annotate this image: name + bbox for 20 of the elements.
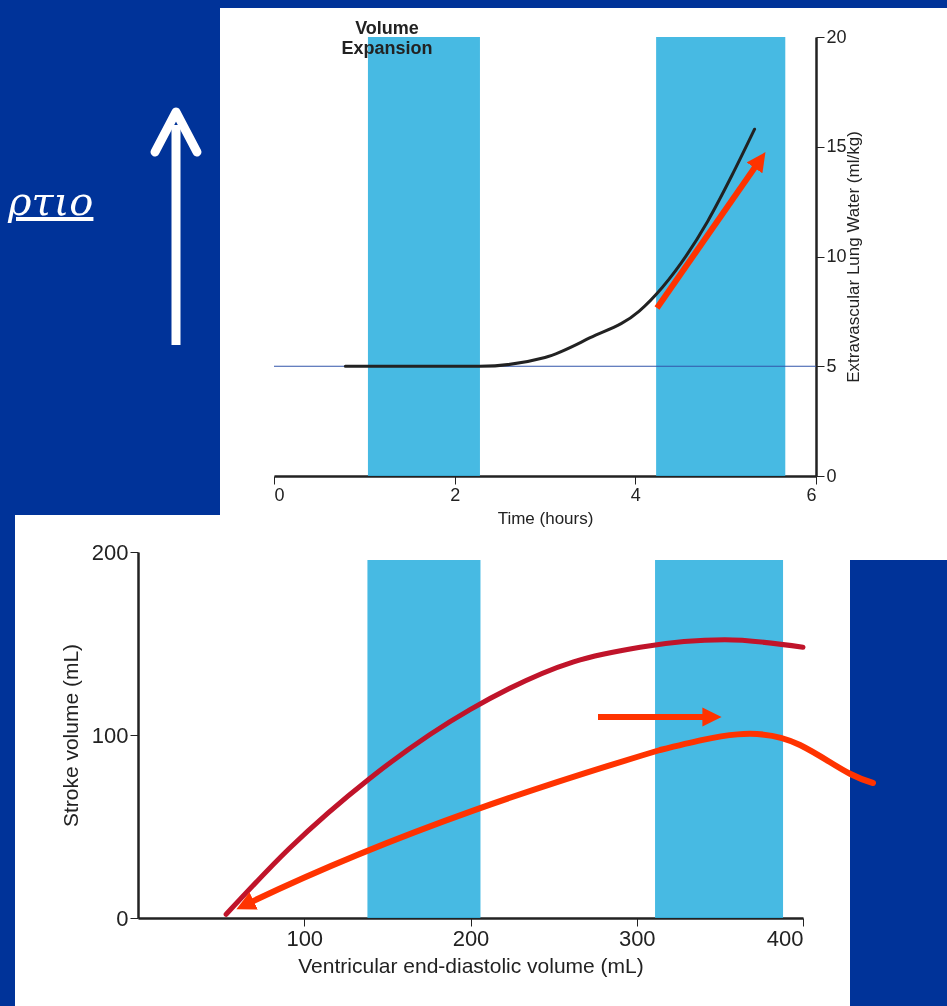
y-tick-label: 0 [826, 465, 837, 486]
x-tick-label: 200 [452, 925, 490, 951]
y-tick-label: 5 [826, 355, 837, 376]
x-tick-label: 0 [274, 484, 285, 505]
x-axis-title: Time (hours) [497, 508, 594, 528]
x-tick-label: 100 [286, 925, 324, 951]
x-axis-title: Ventricular end-diastolic volume (mL) [298, 953, 644, 977]
x-tick-label: 400 [766, 925, 804, 951]
y-tick-label: 15 [826, 136, 847, 157]
y-axis-title: Stroke volume (mL) [58, 643, 82, 828]
x-tick-label: 2 [450, 484, 461, 505]
y-tick-label: 100 [91, 722, 129, 748]
y-tick-label: 0 [116, 905, 129, 931]
line-series [343, 127, 757, 368]
x-tick-label: 6 [806, 484, 817, 505]
y-tick-label: 200 [91, 539, 129, 565]
x-tick-label: 300 [618, 925, 656, 951]
y-tick-label: 20 [826, 26, 847, 47]
text: ρτιο [8, 178, 94, 224]
x-tick-label: 4 [630, 484, 641, 505]
